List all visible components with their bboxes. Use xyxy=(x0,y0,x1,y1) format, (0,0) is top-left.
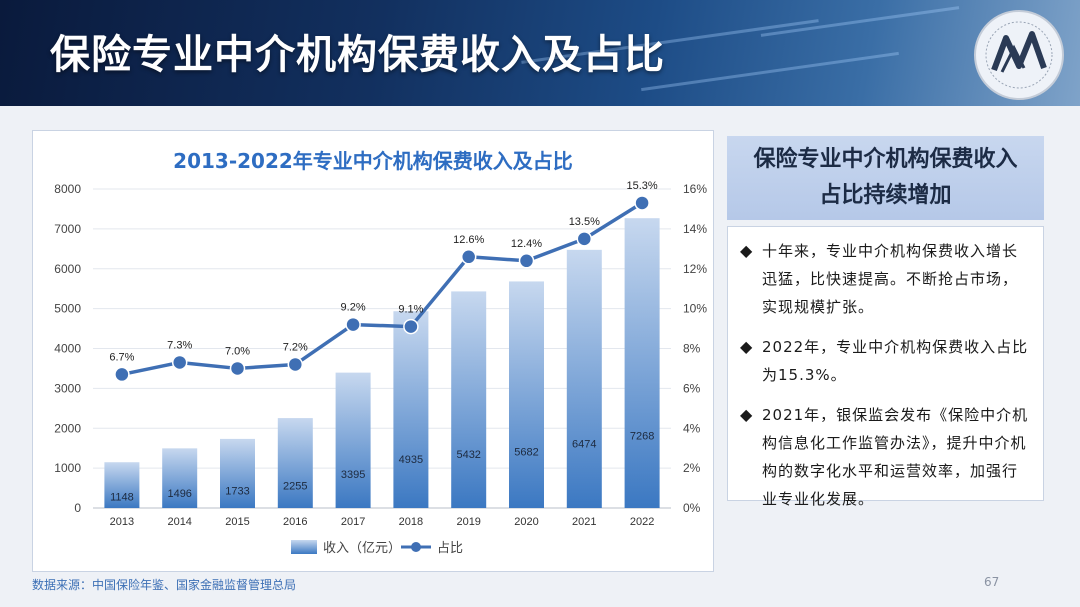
headline-box: 保险专业中介机构保费收入占比持续增加 xyxy=(727,136,1044,220)
y-right-tick-label: 8% xyxy=(683,342,701,356)
bar-value-label: 2255 xyxy=(283,481,307,493)
revenue-bar xyxy=(335,372,371,508)
bar-value-label: 3395 xyxy=(341,469,365,481)
chart-title: 2013-2022年专业中介机构保费收入及占比 xyxy=(173,149,573,173)
revenue-bar xyxy=(509,281,544,508)
bar-value-label: 7268 xyxy=(630,431,654,443)
share-point xyxy=(518,253,535,269)
institute-logo-icon xyxy=(974,10,1064,100)
share-point xyxy=(460,249,477,265)
y-right-tick-label: 16% xyxy=(683,182,707,196)
key-point: ◆ 2021年，银保监会发布《保险中介机构信息化工作监管办法》，提升中介机构的数… xyxy=(740,401,1033,513)
revenue-bar xyxy=(162,448,198,508)
bar-value-label: 1496 xyxy=(167,488,191,500)
share-line xyxy=(121,201,644,377)
share-value-label: 9.1% xyxy=(398,304,423,316)
share-value-label: 12.4% xyxy=(511,238,542,250)
x-tick-label: 2019 xyxy=(456,516,480,528)
x-tick-label: 2022 xyxy=(630,516,654,528)
key-point-text: 十年来，专业中介机构保费收入增长迅猛，比快速提高。不断抢占市场，实现规模扩张。 xyxy=(762,242,1019,316)
key-points-box: ◆ 十年来，专业中介机构保费收入增长迅猛，比快速提高。不断抢占市场，实现规模扩张… xyxy=(727,226,1044,508)
y-right-tick-label: 6% xyxy=(683,381,701,395)
y-left-tick-label: 2000 xyxy=(54,421,81,435)
legend-line-label: 占比 xyxy=(437,541,463,556)
bar-value-label: 5432 xyxy=(456,449,480,461)
combo-chart: 0 0% 1000 2% 2000 4% 3000 6% 4000 8% 5000 10% 6000 12… xyxy=(54,180,707,556)
revenue-bar xyxy=(104,462,140,508)
y-left-tick-label: 3000 xyxy=(54,381,81,395)
bar-value-label: 6474 xyxy=(572,438,596,450)
revenue-bar xyxy=(220,438,255,508)
legend-bar-label: 收入（亿元） xyxy=(323,541,401,556)
share-point xyxy=(287,356,304,373)
diamond-bullet-icon: ◆ xyxy=(740,241,753,260)
y-left-tick-label: 1000 xyxy=(54,461,81,475)
revenue-bar xyxy=(277,418,313,508)
share-point xyxy=(345,316,361,333)
y-right-tick-label: 2% xyxy=(683,461,701,475)
y-left-tick-label: 6000 xyxy=(54,262,81,276)
legend-bar-swatch xyxy=(291,540,317,554)
share-point xyxy=(171,354,188,371)
y-left-tick-label: 8000 xyxy=(54,182,81,196)
x-tick-label: 2015 xyxy=(225,516,249,528)
x-tick-label: 2016 xyxy=(283,516,307,528)
share-point xyxy=(634,195,650,211)
x-tick-label: 2014 xyxy=(167,516,191,528)
share-value-label: 7.3% xyxy=(167,339,192,351)
share-value-label: 6.7% xyxy=(109,351,134,363)
share-value-label: 9.2% xyxy=(341,302,366,314)
y-left-tick-label: 5000 xyxy=(54,302,81,316)
share-value-label: 7.0% xyxy=(225,345,250,357)
slide-title: 保险专业中介机构保费收入及占比 xyxy=(50,32,665,78)
y-left-tick-label: 7000 xyxy=(54,222,81,236)
chart-panel: 2013-2022年专业中介机构保费收入及占比 0 0% 1000 2% 2000 4% 3… xyxy=(32,130,714,572)
revenue-bar xyxy=(624,218,660,508)
share-value-label: 7.2% xyxy=(283,341,308,353)
revenue-bar xyxy=(566,249,602,508)
panel-headline: 保险专业中介机构保费收入占比持续增加 xyxy=(753,147,1018,208)
key-point: ◆ 十年来，专业中介机构保费收入增长迅猛，比快速提高。不断抢占市场，实现规模扩张… xyxy=(740,237,1033,321)
page-number: 67 xyxy=(984,575,1000,589)
banner-streak xyxy=(760,6,960,37)
banner-streak xyxy=(641,51,899,92)
revenue-bar xyxy=(393,311,429,508)
x-tick-label: 2021 xyxy=(572,516,596,528)
diamond-bullet-icon: ◆ xyxy=(740,405,753,424)
y-right-tick-label: 10% xyxy=(683,302,707,316)
y-right-tick-label: 14% xyxy=(683,222,707,236)
share-point xyxy=(229,360,246,377)
y-right-tick-label: 4% xyxy=(683,421,701,435)
share-value-label: 13.5% xyxy=(569,216,600,228)
bar-value-label: 1733 xyxy=(225,486,249,498)
x-tick-label: 2013 xyxy=(110,516,134,528)
key-point: ◆ 2022年，专业中介机构保费收入占比为15.3%。 xyxy=(740,333,1033,389)
legend-line-marker xyxy=(411,542,421,552)
key-point-text: 2021年，银保监会发布《保险中介机构信息化工作监管办法》，提升中介机构的数字化… xyxy=(762,406,1029,508)
bar-value-label: 5682 xyxy=(514,446,538,458)
x-tick-label: 2020 xyxy=(514,516,538,528)
diamond-bullet-icon: ◆ xyxy=(740,337,753,356)
bar-value-label: 4935 xyxy=(399,454,423,466)
x-tick-label: 2018 xyxy=(399,516,423,528)
share-point xyxy=(403,318,419,335)
y-right-tick-label: 12% xyxy=(683,262,707,276)
y-left-tick-label: 0 xyxy=(74,501,81,515)
revenue-bar xyxy=(451,291,487,508)
y-left-tick-label: 4000 xyxy=(54,342,81,356)
y-right-tick-label: 0% xyxy=(683,501,701,515)
share-point xyxy=(114,366,130,383)
data-source: 数据来源：中国保险年鉴、国家金融监督管理总局 xyxy=(32,578,297,592)
share-point xyxy=(576,231,593,247)
share-value-label: 15.3% xyxy=(626,180,657,192)
key-point-text: 2022年，专业中介机构保费收入占比为15.3%。 xyxy=(762,338,1029,384)
bar-value-label: 1148 xyxy=(110,492,134,504)
share-value-label: 12.6% xyxy=(453,234,484,246)
x-tick-label: 2017 xyxy=(341,516,365,528)
title-banner: 保险专业中介机构保费收入及占比 xyxy=(0,0,1080,106)
